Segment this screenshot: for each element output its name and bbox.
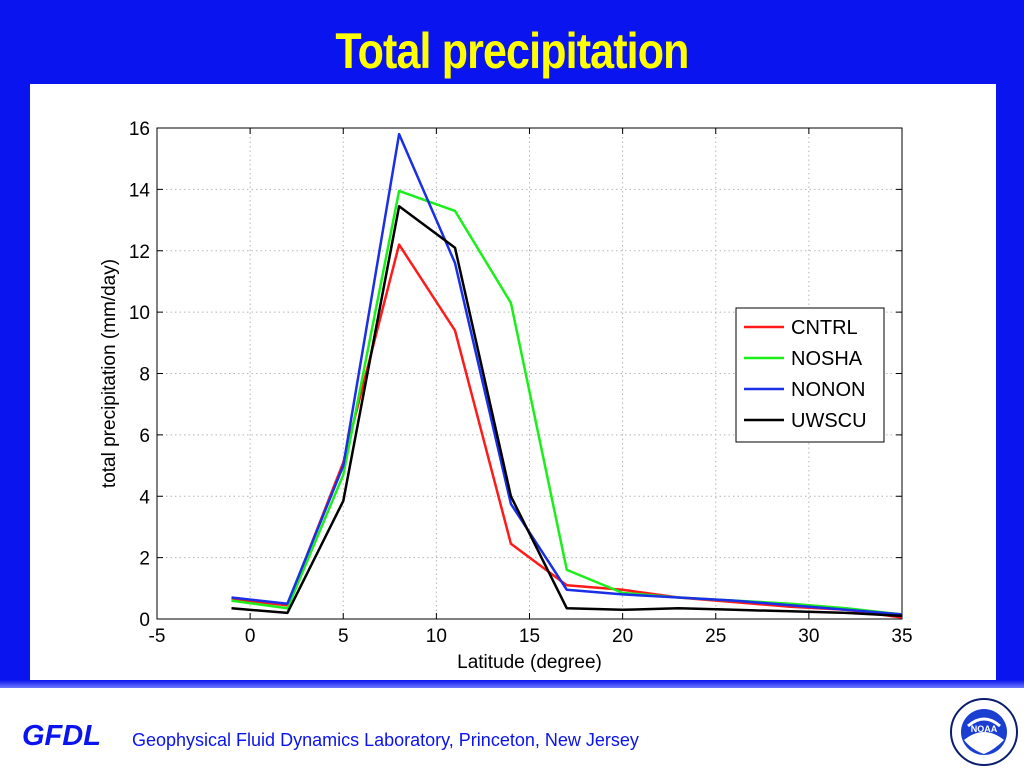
series-line-nonon	[231, 132, 903, 616]
x-tick-label: 5	[338, 626, 349, 647]
legend-label: NOSHA	[791, 348, 863, 370]
noaa-logo-text: NOAA	[971, 724, 998, 734]
chart-grid	[157, 128, 902, 619]
chart-panel: -5 0 5 10 15 20 25 30 35 0 2 4 6 8 10 12 14 16 Latitude (…	[30, 84, 996, 686]
gfdl-logo: GFDL	[22, 720, 101, 752]
x-tick-label: 20	[612, 626, 633, 647]
y-axis-label: total precipitation (mm/day)	[99, 259, 120, 488]
legend-label: UWSCU	[791, 410, 867, 432]
x-tick-label: 25	[705, 626, 726, 647]
y-tick-label: 2	[139, 549, 150, 570]
x-axis-label: Latitude (degree)	[457, 652, 602, 673]
x-tick-label: 10	[426, 626, 447, 647]
y-tick-label: 0	[139, 610, 150, 631]
footer-band	[0, 688, 1024, 768]
noaa-logo: NOAA	[950, 698, 1018, 766]
y-tick-label: 12	[129, 242, 150, 263]
x-tick-label: 30	[798, 626, 819, 647]
x-tick-label: 35	[891, 626, 912, 647]
y-tick-label: 4	[139, 487, 150, 508]
series-line-nosha	[231, 189, 903, 616]
series-lines	[231, 132, 903, 619]
y-tick-label: 6	[139, 426, 150, 447]
x-tick-label: -5	[149, 626, 166, 647]
legend-label: CNTRL	[791, 317, 858, 339]
y-tick-label: 8	[139, 365, 150, 386]
series-line-uwscu	[231, 205, 903, 618]
chart-legend: CNTRL NOSHA NONON UWSCU	[735, 307, 885, 443]
slide-title: Total precipitation	[335, 23, 689, 79]
legend-label: NONON	[791, 379, 865, 401]
x-tick-label: 15	[519, 626, 540, 647]
x-tick-label: 0	[245, 626, 256, 647]
y-tick-label: 16	[129, 119, 150, 140]
footer-text: Geophysical Fluid Dynamics Laboratory, P…	[132, 730, 639, 750]
y-tick-label: 10	[129, 303, 150, 324]
y-tick-label: 14	[129, 180, 151, 201]
